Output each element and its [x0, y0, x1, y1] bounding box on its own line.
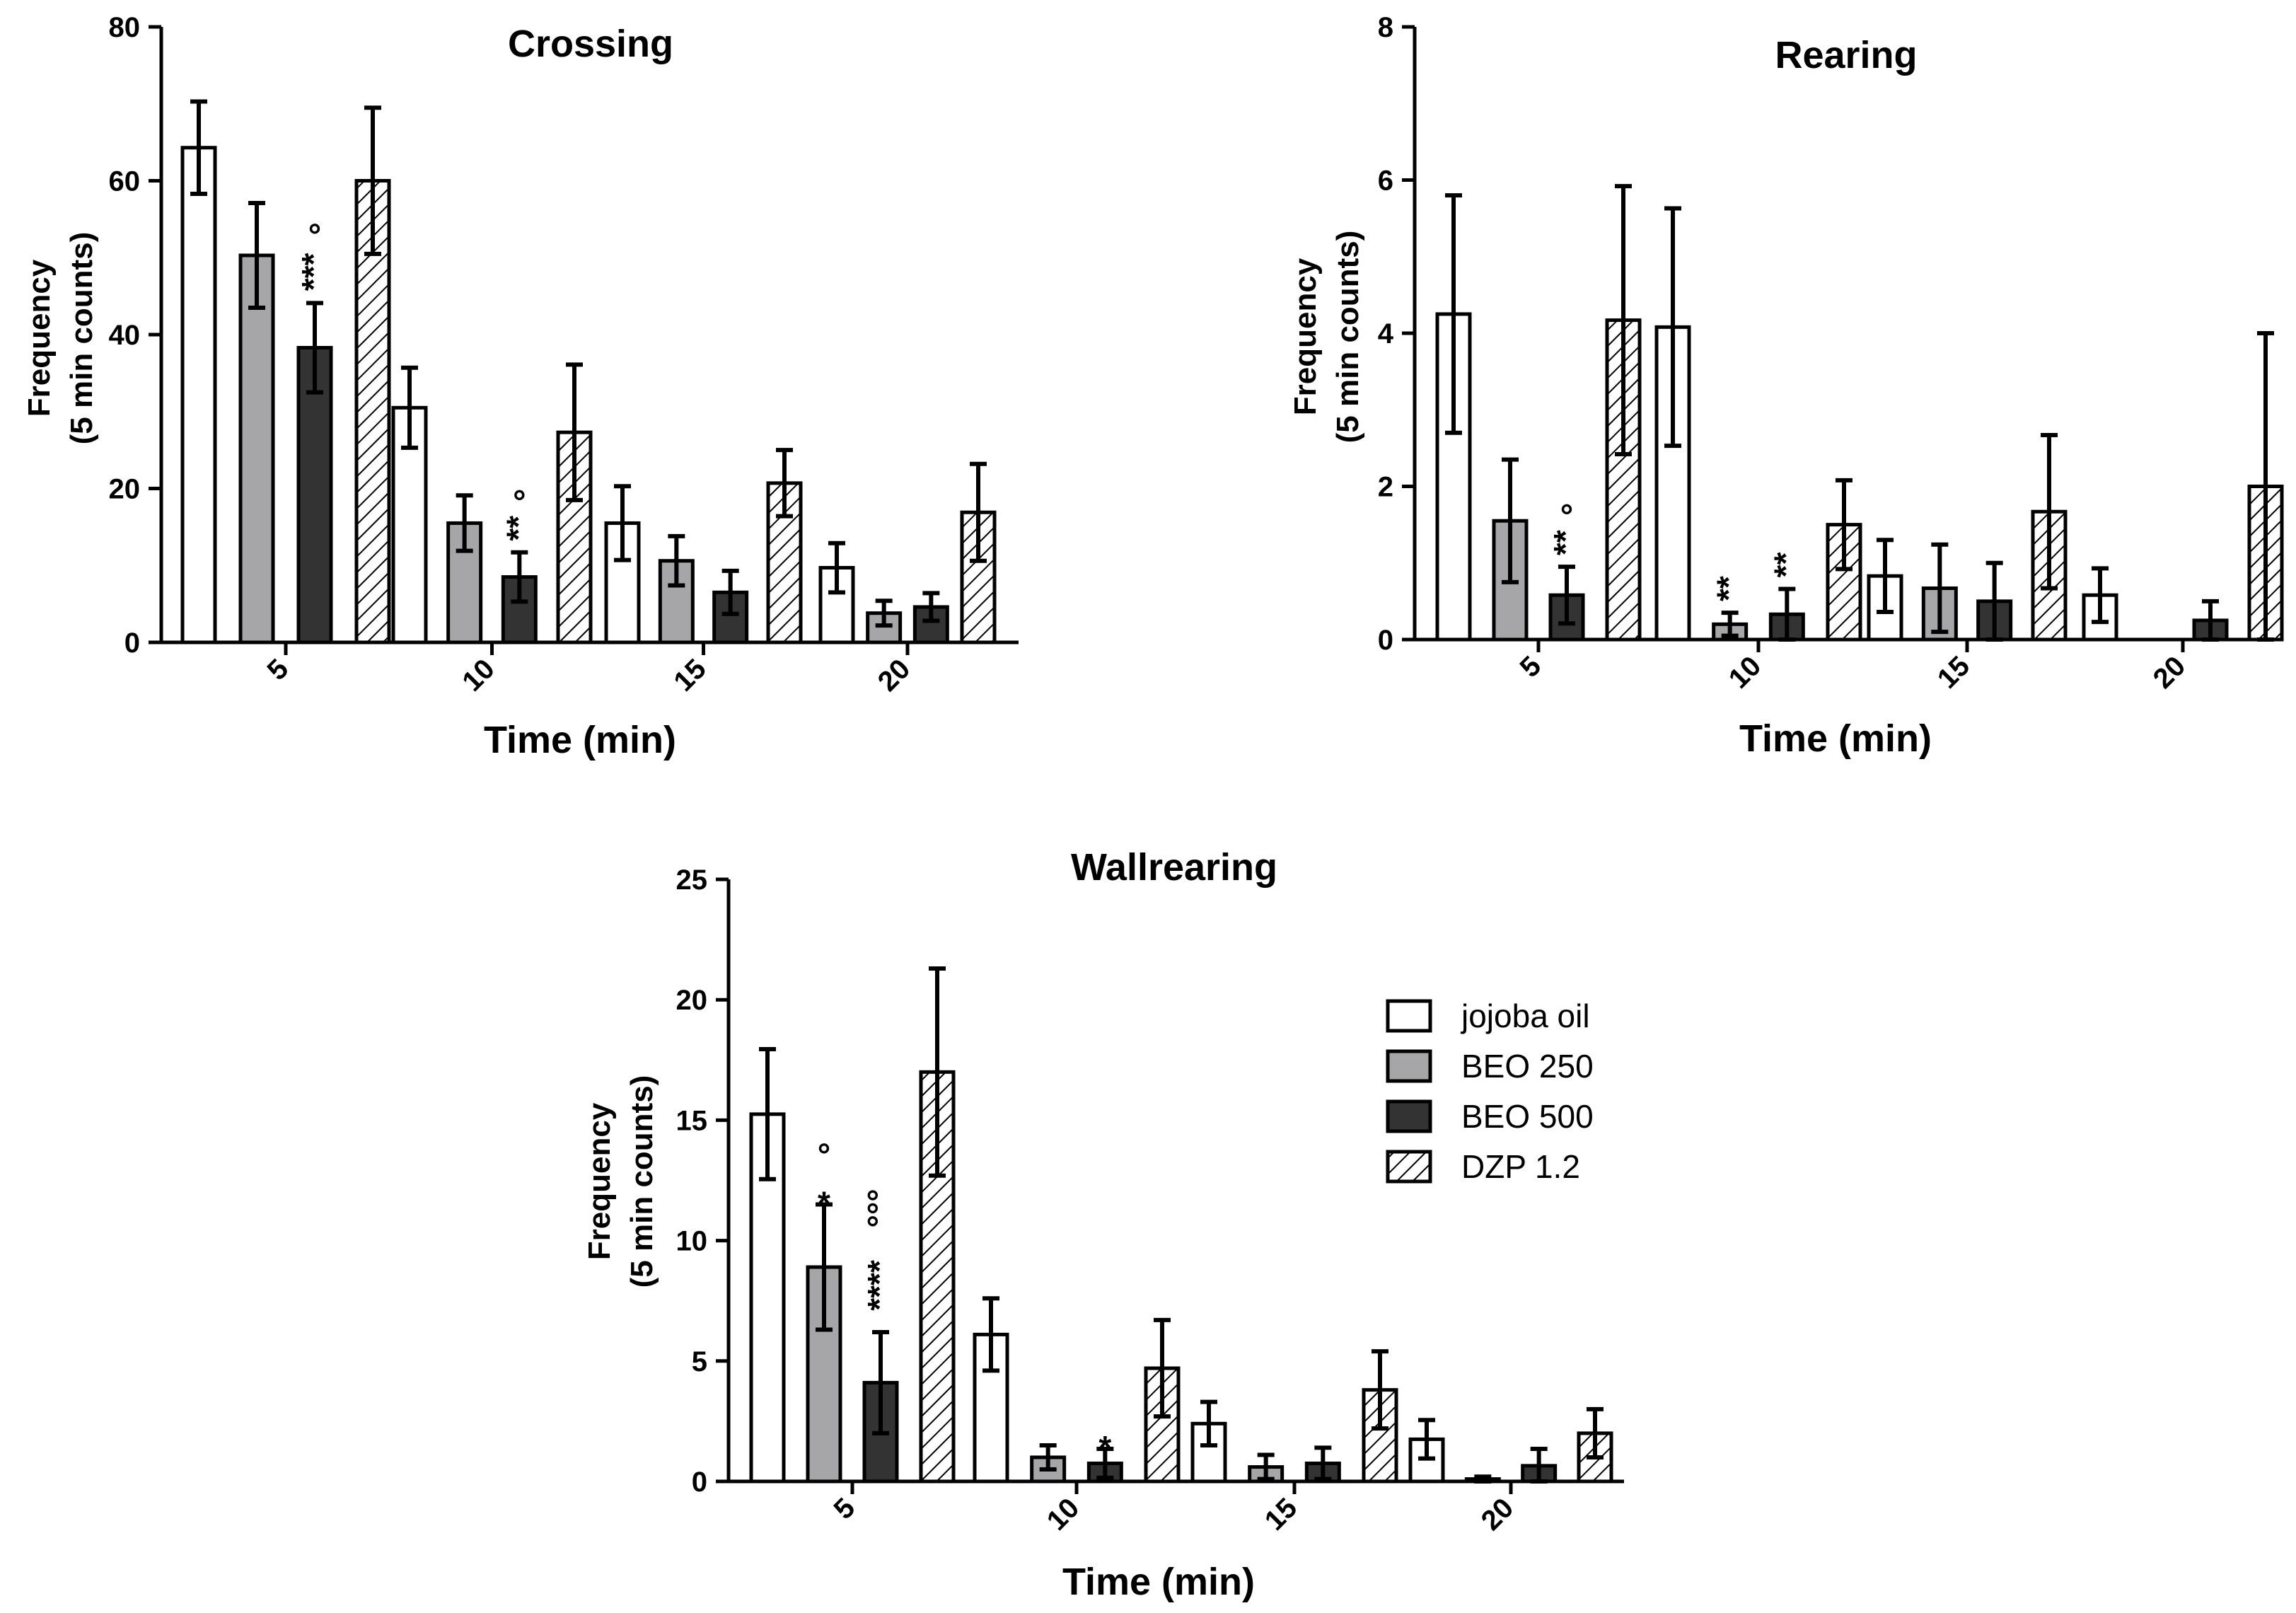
legend-label-dzp-1-2: DZP 1.2: [1461, 1148, 1580, 1185]
crossing-xtick-label-20: 20: [872, 653, 917, 698]
rearing-ylabel-line2: (5 min counts): [1330, 231, 1365, 444]
crossing-bar-beo-250-5: [238, 253, 275, 644]
crossing-xtick-label-10: 10: [456, 653, 501, 698]
rearing-significance-0-0: **: [1547, 530, 1584, 555]
rearing-xtick-label-5: 5: [1514, 650, 1548, 683]
crossing-ytick-label-0: 0: [124, 628, 140, 659]
legend: jojoba oil BEO 250 BEO 500 DZP 1.2: [1386, 998, 1594, 1185]
wallrearing-significance-1-1: °°°: [861, 1189, 898, 1227]
crossing-xtick-label-5: 5: [262, 653, 295, 686]
wallrearing-xtick-label-10: 10: [1041, 1492, 1086, 1537]
wallrearing-significance-0-0: *: [818, 1185, 830, 1222]
wallrearing-ytick-label-0: 0: [692, 1467, 707, 1498]
rearing-xtick-label-20: 20: [2147, 650, 2192, 695]
crossing-ylabel-line1: Frequency: [22, 259, 57, 417]
wallrearing-xtick-label-15: 15: [1259, 1492, 1304, 1537]
crossing-ytick-label-60: 60: [109, 166, 141, 197]
wallrearing-ytick-label-25: 25: [676, 865, 708, 896]
wallrearing-ylabel-line2: (5 min counts): [625, 1075, 659, 1288]
rearing-significance-1-0: **: [1710, 576, 1747, 601]
wallrearing-ytick-label-5: 5: [692, 1346, 707, 1377]
rearing-ytick-label-8: 8: [1378, 12, 1393, 43]
rearing-significance-0-1: °: [1560, 497, 1573, 534]
wallrearing-xtick-label-5: 5: [828, 1492, 862, 1525]
crossing-xtick-label-15: 15: [668, 653, 712, 698]
legend-label-beo-250: BEO 250: [1461, 1048, 1594, 1085]
crossing-ylabel-line2: (5 min counts): [64, 232, 99, 445]
rearing-xtick-label-15: 15: [1932, 650, 1976, 695]
rearing-ytick-label-4: 4: [1378, 318, 1394, 349]
wallrearing-significance-0-1: °: [818, 1137, 830, 1174]
rearing-significance-2-0: **: [1767, 553, 1804, 578]
rearing-xlabel: Time (min): [1739, 717, 1932, 760]
crossing-significance-0-1: °: [308, 216, 321, 253]
rearing-ytick-label-2: 2: [1378, 472, 1393, 503]
legend-label-jojoba-oil: jojoba oil: [1460, 998, 1590, 1034]
wallrearing-title: Wallrearing: [1071, 846, 1277, 889]
wallrearing-significance-1-0: ****: [861, 1260, 898, 1311]
rearing-ytick-label-6: 6: [1378, 166, 1393, 197]
rearing-ytick-label-0: 0: [1378, 625, 1393, 656]
wallrearing-xtick-label-20: 20: [1475, 1492, 1520, 1537]
legend-swatch-beo-250: [1386, 1049, 1432, 1083]
rearing-title: Rearing: [1775, 34, 1917, 76]
wallrearing-ylabel-line1: Frequency: [582, 1102, 617, 1260]
crossing-significance-1-1: °: [513, 483, 526, 520]
crossing-ytick-label-80: 80: [109, 12, 141, 43]
wallrearing-significance-2-0: *: [1098, 1429, 1111, 1466]
crossing-chart: Crossing Time (min) Frequency (5 min cou…: [22, 12, 1019, 761]
rearing-ylabel-line1: Frequency: [1288, 258, 1323, 415]
legend-swatch-jojoba-oil: [1386, 999, 1432, 1033]
crossing-xlabel: Time (min): [484, 719, 676, 761]
wallrearing-xlabel: Time (min): [1062, 1561, 1255, 1603]
wallrearing-ytick-label-20: 20: [676, 985, 708, 1016]
wallrearing-ytick-label-15: 15: [676, 1105, 708, 1136]
legend-swatch-beo-500: [1386, 1099, 1432, 1133]
crossing-ytick-label-40: 40: [109, 320, 141, 351]
legend-swatch-dzp-1-2: [1386, 1150, 1432, 1184]
wallrearing-ytick-label-10: 10: [676, 1226, 708, 1257]
crossing-ytick-label-20: 20: [109, 474, 141, 505]
rearing-xtick-label-10: 10: [1723, 650, 1768, 695]
crossing-significance-0-0: ***: [295, 253, 332, 291]
crossing-significance-1-0: **: [499, 516, 536, 541]
wallrearing-chart: Wallrearing Time (min) Frequency (5 min …: [582, 846, 1624, 1603]
crossing-title: Crossing: [508, 23, 673, 65]
rearing-chart: Rearing Time (min) Frequency (5 min coun…: [1288, 12, 2284, 760]
legend-label-beo-500: BEO 500: [1461, 1098, 1594, 1135]
crossing-bar-jojoba-oil-5: [180, 146, 217, 644]
